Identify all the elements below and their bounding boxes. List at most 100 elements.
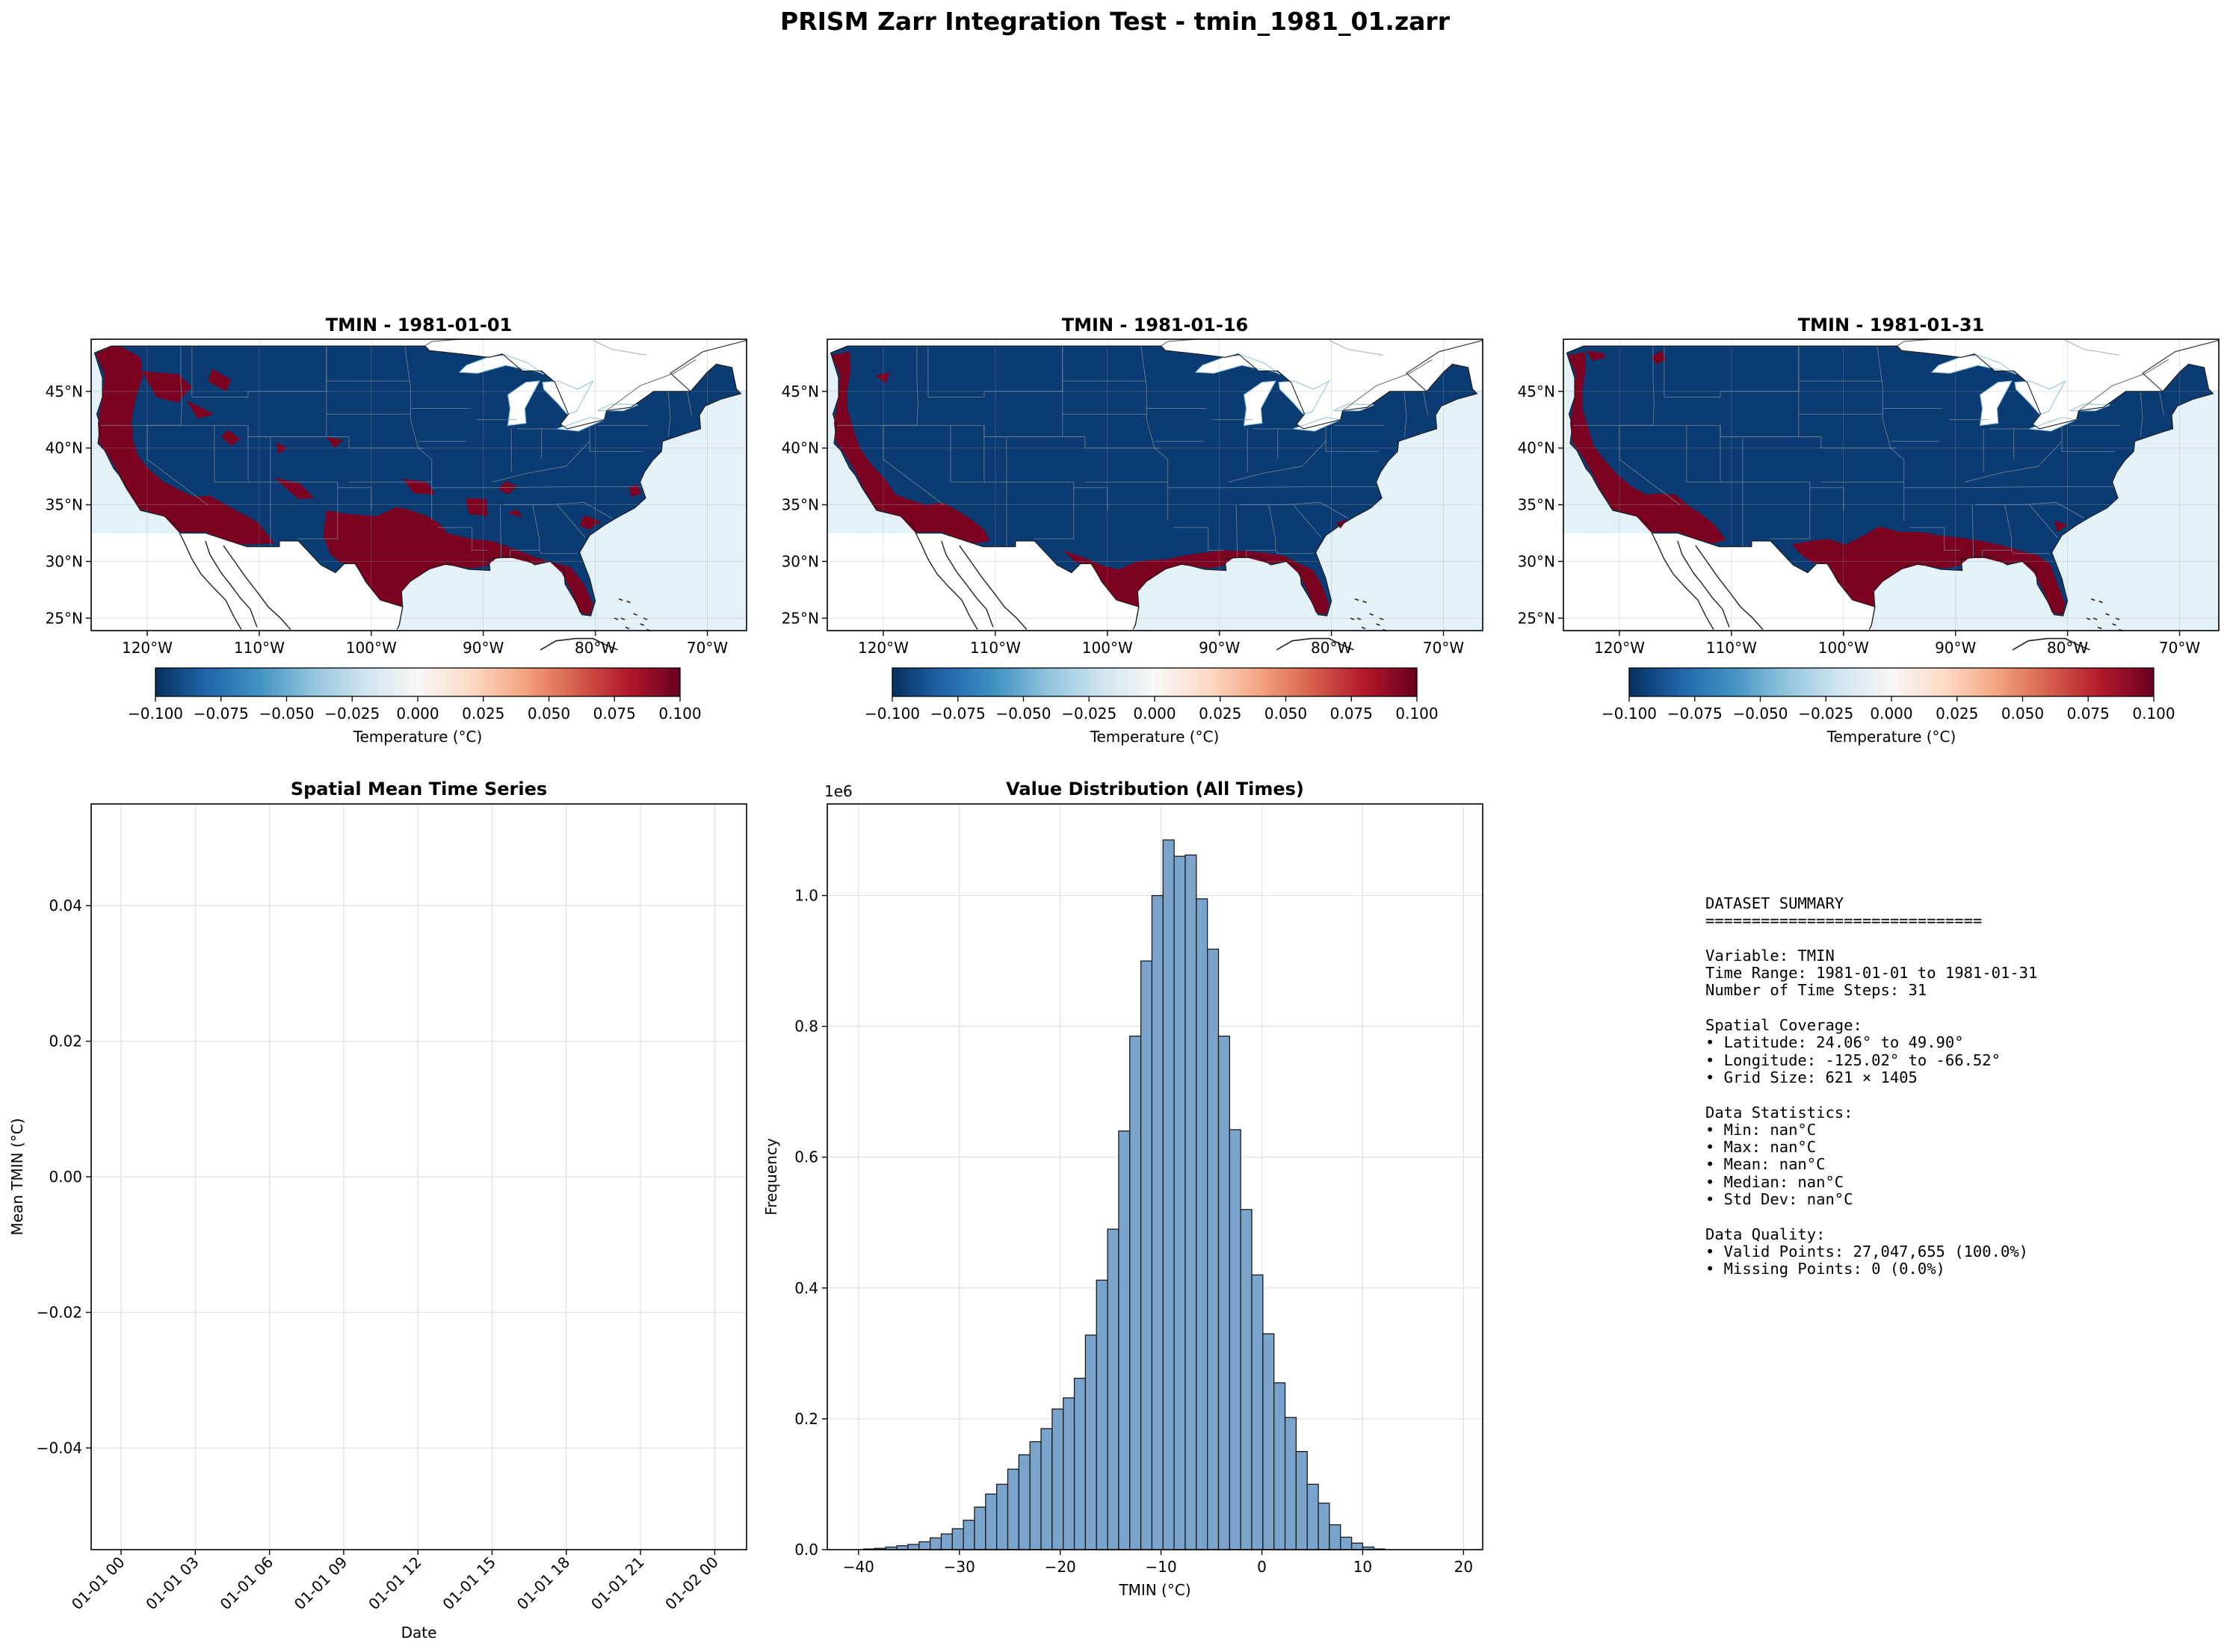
mexico-land — [1563, 533, 1875, 630]
time-series-chart: Spatial Mean Time Series 0.04 0.02 0.00 −0.0… — [8, 779, 747, 1642]
map-frame — [90, 338, 747, 631]
coastline — [915, 533, 978, 630]
great-lake — [542, 380, 595, 415]
y-tick-label: −0.04 — [37, 1439, 82, 1457]
x-tick-label: 0 — [1257, 1558, 1267, 1576]
histogram-bar — [1273, 1382, 1286, 1550]
histogram-bar — [1262, 1333, 1275, 1550]
x-tick-label: 01-01 18 — [513, 1553, 574, 1614]
dataset-summary: DATASET SUMMARY =========================… — [1705, 894, 2037, 1278]
lat-tick-label: 45°N — [782, 383, 819, 400]
state-border — [1167, 486, 1379, 489]
cuba-coastline — [540, 637, 618, 651]
border-line — [1897, 338, 1933, 347]
coastline — [223, 545, 291, 630]
state-border — [1877, 346, 1905, 521]
histogram-bar — [1295, 1451, 1308, 1550]
y-tick-label: 0.2 — [794, 1410, 818, 1428]
colorbar-tick-label: −0.075 — [194, 705, 249, 723]
island-mark — [626, 600, 631, 604]
lon-tick-label: 110°W — [234, 639, 285, 657]
lat-tick-label: 40°N — [46, 439, 83, 457]
y-tick-label: −0.02 — [37, 1303, 82, 1321]
state-border — [2011, 550, 2050, 554]
island-mark — [1376, 623, 1380, 626]
lon-tick-label: 80°W — [575, 639, 616, 657]
lat-tick-label: 35°N — [46, 496, 83, 514]
summary-line: Spatial Coverage: — [1705, 1016, 1862, 1035]
island-mark — [614, 617, 619, 621]
state-border — [1964, 465, 2039, 483]
coastline — [1868, 606, 1876, 630]
histogram-bar — [1306, 1483, 1319, 1550]
colorbar-tick-label: −0.075 — [1667, 705, 1723, 723]
mexico-land — [91, 533, 403, 630]
coastline — [941, 540, 994, 628]
lon-tick-label: 120°W — [1594, 639, 1645, 657]
island-mark — [620, 617, 626, 621]
colorbar-tick-label: −0.100 — [1602, 705, 1657, 723]
axes-frame — [827, 803, 1483, 1550]
warm-region — [875, 372, 890, 384]
state-border — [1293, 504, 1322, 538]
warm-region — [96, 346, 275, 545]
summary-line — [1705, 1208, 2037, 1225]
colorbar-tick-label: 0.025 — [462, 705, 504, 723]
histogram-bar — [1018, 1454, 1031, 1550]
warm-region — [579, 515, 602, 530]
coastline — [1132, 606, 1140, 630]
x-axis-label: Date — [401, 1624, 437, 1642]
colorbar-tick-label: 0.100 — [2132, 705, 2175, 723]
island-mark — [2112, 623, 2116, 626]
lat-tick-label: 30°N — [46, 552, 83, 570]
great-lake — [2069, 403, 2110, 412]
chart-title: Spatial Mean Time Series — [291, 779, 547, 799]
island-mark — [1362, 600, 1367, 604]
island-mark — [640, 623, 644, 626]
coastline — [205, 540, 258, 628]
colorbar-tick-label: −0.050 — [259, 705, 314, 723]
warm-region — [1568, 351, 1726, 544]
y-tick-label: 0.02 — [49, 1033, 82, 1051]
state-border — [1982, 504, 2013, 558]
x-tick-label: 01-01 03 — [142, 1553, 203, 1614]
state-border — [1809, 487, 1844, 511]
great-lake — [1930, 354, 2017, 375]
great-lake — [2014, 380, 2067, 415]
state-border — [2140, 391, 2143, 437]
colorbar-tick-label: −0.025 — [324, 705, 380, 723]
warm-region — [1650, 350, 1667, 365]
colorbar-tick-label: −0.050 — [1732, 705, 1788, 723]
conus-border — [830, 345, 1478, 616]
island-mark — [1369, 613, 1374, 616]
x-tick-label: 01-01 00 — [68, 1553, 129, 1614]
summary-line: • Latitude: 24.06° to 49.90° — [1705, 1033, 1964, 1052]
map-title: TMIN - 1981-01-31 — [1798, 315, 1984, 335]
border-line — [606, 359, 697, 412]
state-border — [667, 391, 671, 437]
warm-region — [465, 498, 488, 516]
histogram-bar — [1196, 898, 1208, 1550]
island-mark — [643, 617, 648, 621]
histogram-bar — [1173, 856, 1186, 1550]
state-border — [1302, 441, 1326, 467]
y-tick-label: 0.4 — [794, 1279, 818, 1297]
state-border — [557, 504, 586, 538]
lat-tick-label: 40°N — [1518, 439, 1555, 457]
colorbar-1: −0.100 −0.075 −0.050 −0.025 0.000 0.025 0.050 0… — [128, 667, 702, 746]
histogram-bar — [1229, 1129, 1241, 1550]
x-tick-label: 01-02 00 — [661, 1553, 722, 1614]
state-border — [191, 346, 249, 397]
map-title: TMIN - 1981-01-16 — [1062, 315, 1248, 335]
histogram-bar — [1096, 1279, 1108, 1550]
summary-line: • Max: nan°C — [1705, 1138, 1817, 1157]
summary-line: Variable: TMIN — [1705, 946, 1835, 965]
summary-line: • Std Dev: nan°C — [1705, 1190, 1853, 1209]
colorbar-tick-label: 0.025 — [1199, 705, 1241, 723]
colorbar-tick-label: 0.000 — [1870, 705, 1912, 723]
lat-tick-label: 40°N — [782, 439, 819, 457]
x-tick-label: −10 — [1145, 1558, 1176, 1576]
map-panel-1981-01-01: TMIN - 1981-01-01 45°N 40°N 35°N 30°N 25°N 120… — [46, 315, 747, 657]
great-lake — [1333, 403, 1374, 412]
